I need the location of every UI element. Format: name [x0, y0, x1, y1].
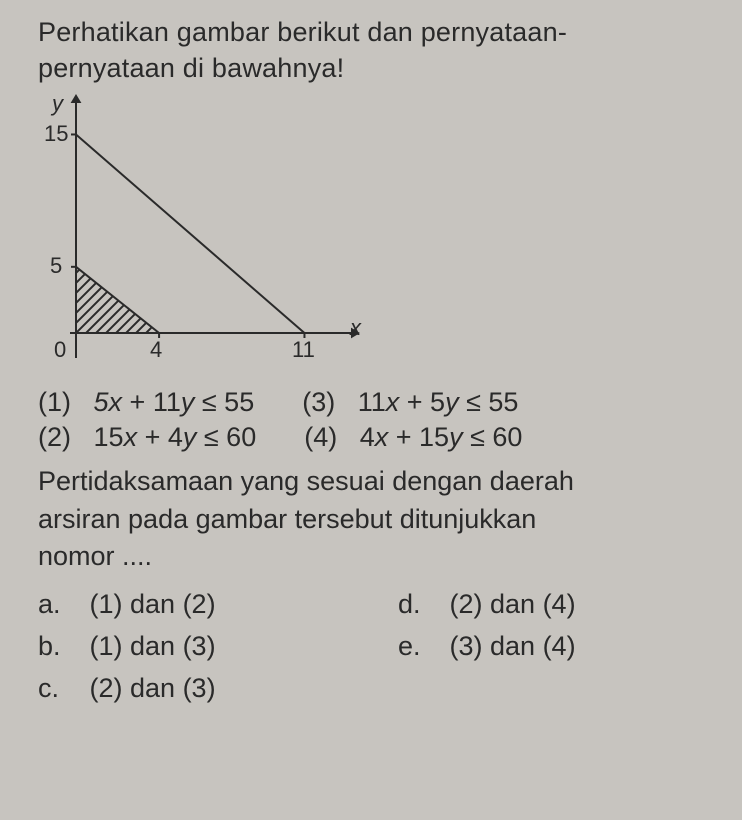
opt-text-c: (2) dan (3) [90, 673, 216, 703]
ineq-expr-1: 5x + 11y ≤ 55 [94, 387, 255, 417]
inequality-3: (3) 11x + 5y ≤ 55 [302, 387, 518, 418]
opt-letter-b: b. [38, 626, 82, 668]
question-text: Pertidaksamaan yang sesuai dengan daerah… [38, 463, 714, 576]
option-e: e. (3) dan (4) [398, 626, 576, 668]
ineq-expr-2: 15x + 4y ≤ 60 [94, 422, 257, 452]
opt-text-d: (2) dan (4) [450, 589, 576, 619]
x-tick-11: 11 [292, 337, 315, 363]
option-b: b. (1) dan (3) [38, 626, 338, 668]
opt-text-e: (3) dan (4) [450, 631, 576, 661]
option-a: a. (1) dan (2) [38, 584, 338, 626]
option-row-1: a. (1) dan (2) d. (2) dan (4) [38, 584, 714, 626]
opt-letter-c: c. [38, 668, 82, 710]
intro-line-2: pernyataan di bawahnya! [38, 50, 714, 86]
question-line-2: arsiran pada gambar tersebut ditunjukkan [38, 501, 714, 539]
inequality-2: (2) 15x + 4y ≤ 60 [38, 422, 256, 453]
y-axis-label: y [52, 91, 63, 117]
opt-text-b: (1) dan (3) [90, 631, 216, 661]
inequality-4: (4) 4x + 15y ≤ 60 [304, 422, 522, 453]
y-tick-5: 5 [50, 253, 62, 279]
x-tick-4: 4 [150, 337, 162, 363]
chart-svg [34, 93, 374, 373]
origin-label: 0 [54, 337, 66, 363]
y-tick-15: 15 [44, 121, 68, 147]
question-line-3: nomor .... [38, 538, 714, 576]
ineq-num-2: (2) [38, 422, 86, 453]
option-d: d. (2) dan (4) [398, 584, 576, 626]
opt-letter-d: d. [398, 584, 442, 626]
ineq-num-3: (3) [302, 387, 350, 418]
opt-text-a: (1) dan (2) [90, 589, 216, 619]
ineq-num-1: (1) [38, 387, 86, 418]
opt-letter-e: e. [398, 626, 442, 668]
option-row-3: c. (2) dan (3) [38, 668, 714, 710]
x-axis-label: x [350, 315, 361, 341]
inequalities-row-2: (2) 15x + 4y ≤ 60 (4) 4x + 15y ≤ 60 [38, 422, 714, 453]
question-line-1: Pertidaksamaan yang sesuai dengan daerah [38, 463, 714, 501]
inequalities-row-1: (1) 5x + 11y ≤ 55 (3) 11x + 5y ≤ 55 [38, 387, 714, 418]
ineq-num-4: (4) [304, 422, 352, 453]
chart-region: y x 0 15 5 4 11 [34, 93, 374, 373]
options-block: a. (1) dan (2) d. (2) dan (4) b. (1) dan… [38, 584, 714, 710]
intro-line-1: Perhatikan gambar berikut dan pernyataan… [38, 14, 714, 50]
inequality-1: (1) 5x + 11y ≤ 55 [38, 387, 254, 418]
option-row-2: b. (1) dan (3) e. (3) dan (4) [38, 626, 714, 668]
opt-letter-a: a. [38, 584, 82, 626]
option-c: c. (2) dan (3) [38, 668, 338, 710]
ineq-expr-3: 11x + 5y ≤ 55 [358, 387, 519, 417]
ineq-expr-4: 4x + 15y ≤ 60 [360, 422, 523, 452]
